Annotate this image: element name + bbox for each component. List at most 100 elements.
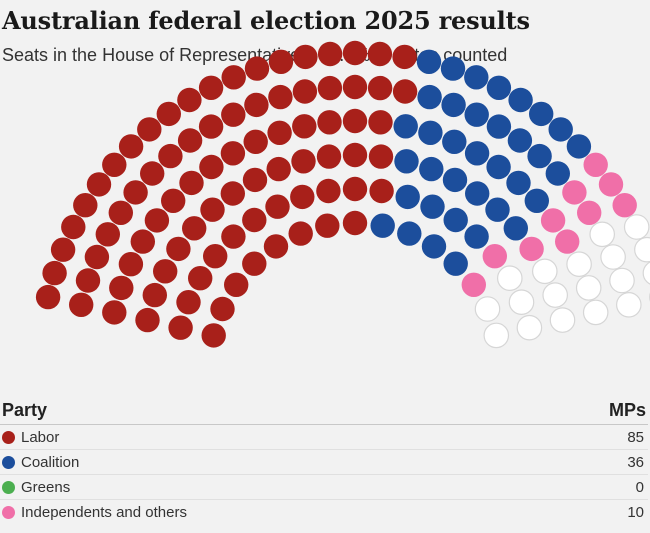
seat-independents-and-others <box>482 244 507 269</box>
seat-coalition <box>464 141 490 166</box>
seat-labor <box>220 181 245 206</box>
seat-undeclared <box>549 307 576 333</box>
seat-labor <box>95 222 121 247</box>
seat-labor <box>109 275 134 301</box>
legend-row-coalition: Coalition 36 <box>0 450 648 475</box>
seat-undeclared <box>542 282 568 308</box>
seat-labor <box>73 193 98 218</box>
seat-labor <box>188 266 213 291</box>
seat-labor <box>199 154 224 180</box>
seat-labor <box>342 108 368 134</box>
seat-labor <box>177 128 203 153</box>
seat-labor <box>243 129 268 154</box>
seat-independents-and-others <box>577 200 602 225</box>
seat-coalition <box>507 128 533 153</box>
seat-undeclared <box>589 221 615 248</box>
seat-independents-and-others <box>519 236 544 262</box>
seat-coalition <box>418 120 443 145</box>
seat-undeclared <box>508 289 535 315</box>
seat-labor <box>42 260 67 286</box>
legend-table: Party MPs Labor 85 Coalition 36 Greens 0… <box>0 396 648 524</box>
legend-label-independents: Independents and others <box>21 503 187 521</box>
seat-labor <box>342 142 368 168</box>
coalition-swatch <box>2 455 15 469</box>
seat-undeclared <box>623 214 650 240</box>
legend-row-labor: Labor 85 <box>0 425 648 450</box>
seat-labor <box>168 315 193 340</box>
seat-independents-and-others <box>555 229 580 254</box>
seat-labor <box>158 143 183 169</box>
seat-coalition <box>417 84 442 110</box>
seat-labor <box>342 74 368 100</box>
seat-labor <box>317 110 342 135</box>
seat-coalition <box>441 92 466 118</box>
seat-labor <box>221 65 246 90</box>
legend-header: Party MPs <box>0 396 648 425</box>
seat-coalition <box>548 117 573 142</box>
seat-labor <box>135 307 160 333</box>
seat-undeclared <box>483 322 510 349</box>
seat-labor <box>292 114 317 139</box>
seat-coalition <box>464 102 489 127</box>
greens-swatch <box>2 480 15 494</box>
legend-mps-greens: 0 <box>635 478 644 496</box>
seat-coalition <box>397 221 422 246</box>
seat-labor <box>123 180 148 205</box>
seat-undeclared <box>609 267 635 294</box>
seat-coalition <box>486 154 511 180</box>
seat-labor <box>200 197 225 222</box>
legend-mps-labor: 85 <box>627 428 644 446</box>
mps-column-header: MPs <box>608 399 646 420</box>
seat-labor <box>144 208 170 233</box>
seat-undeclared <box>642 261 650 285</box>
seat-coalition <box>508 87 533 113</box>
seat-labor <box>201 323 226 348</box>
seat-labor <box>369 178 394 204</box>
seat-labor <box>220 141 246 166</box>
seat-labor <box>221 102 246 127</box>
seat-undeclared <box>531 258 558 285</box>
seat-coalition <box>419 156 444 182</box>
seat-labor <box>267 120 292 145</box>
seat-labor <box>392 44 417 70</box>
independents-swatch <box>2 505 15 519</box>
seat-labor <box>75 268 101 293</box>
seat-labor <box>342 40 368 66</box>
legend-row-independents: Independents and others 10 <box>0 500 648 524</box>
seat-undeclared <box>582 299 609 326</box>
seat-labor <box>61 214 86 240</box>
seat-labor <box>242 207 267 233</box>
party-column-header: Party <box>2 399 48 420</box>
seat-coalition <box>503 216 528 241</box>
seat-labor <box>179 170 204 196</box>
seat-labor <box>292 79 318 104</box>
seat-labor <box>108 200 133 225</box>
seat-labor <box>198 75 224 101</box>
seat-labor <box>69 292 94 317</box>
seat-labor <box>161 188 186 213</box>
seat-coalition <box>442 167 468 193</box>
seat-labor <box>86 172 112 197</box>
seat-labor <box>291 149 316 174</box>
seat-labor <box>102 300 127 325</box>
seat-undeclared <box>600 244 626 270</box>
seat-labor <box>263 234 289 259</box>
seat-undeclared <box>496 265 523 291</box>
seat-independents-and-others <box>612 193 637 218</box>
seat-labor <box>268 49 294 74</box>
seat-labor <box>315 213 340 238</box>
seat-coalition <box>393 114 418 139</box>
seat-coalition <box>416 49 442 74</box>
seat-labor <box>288 221 313 246</box>
seat-labor <box>142 282 167 308</box>
seat-labor <box>166 236 191 262</box>
seat-coalition <box>506 170 531 196</box>
seat-labor <box>265 194 290 219</box>
seat-coalition <box>486 75 512 101</box>
seat-coalition <box>443 207 468 233</box>
seat-coalition <box>545 161 570 186</box>
seat-coalition <box>464 224 489 249</box>
seat-labor <box>367 75 393 101</box>
seat-labor <box>176 290 201 315</box>
seat-coalition <box>420 194 445 219</box>
